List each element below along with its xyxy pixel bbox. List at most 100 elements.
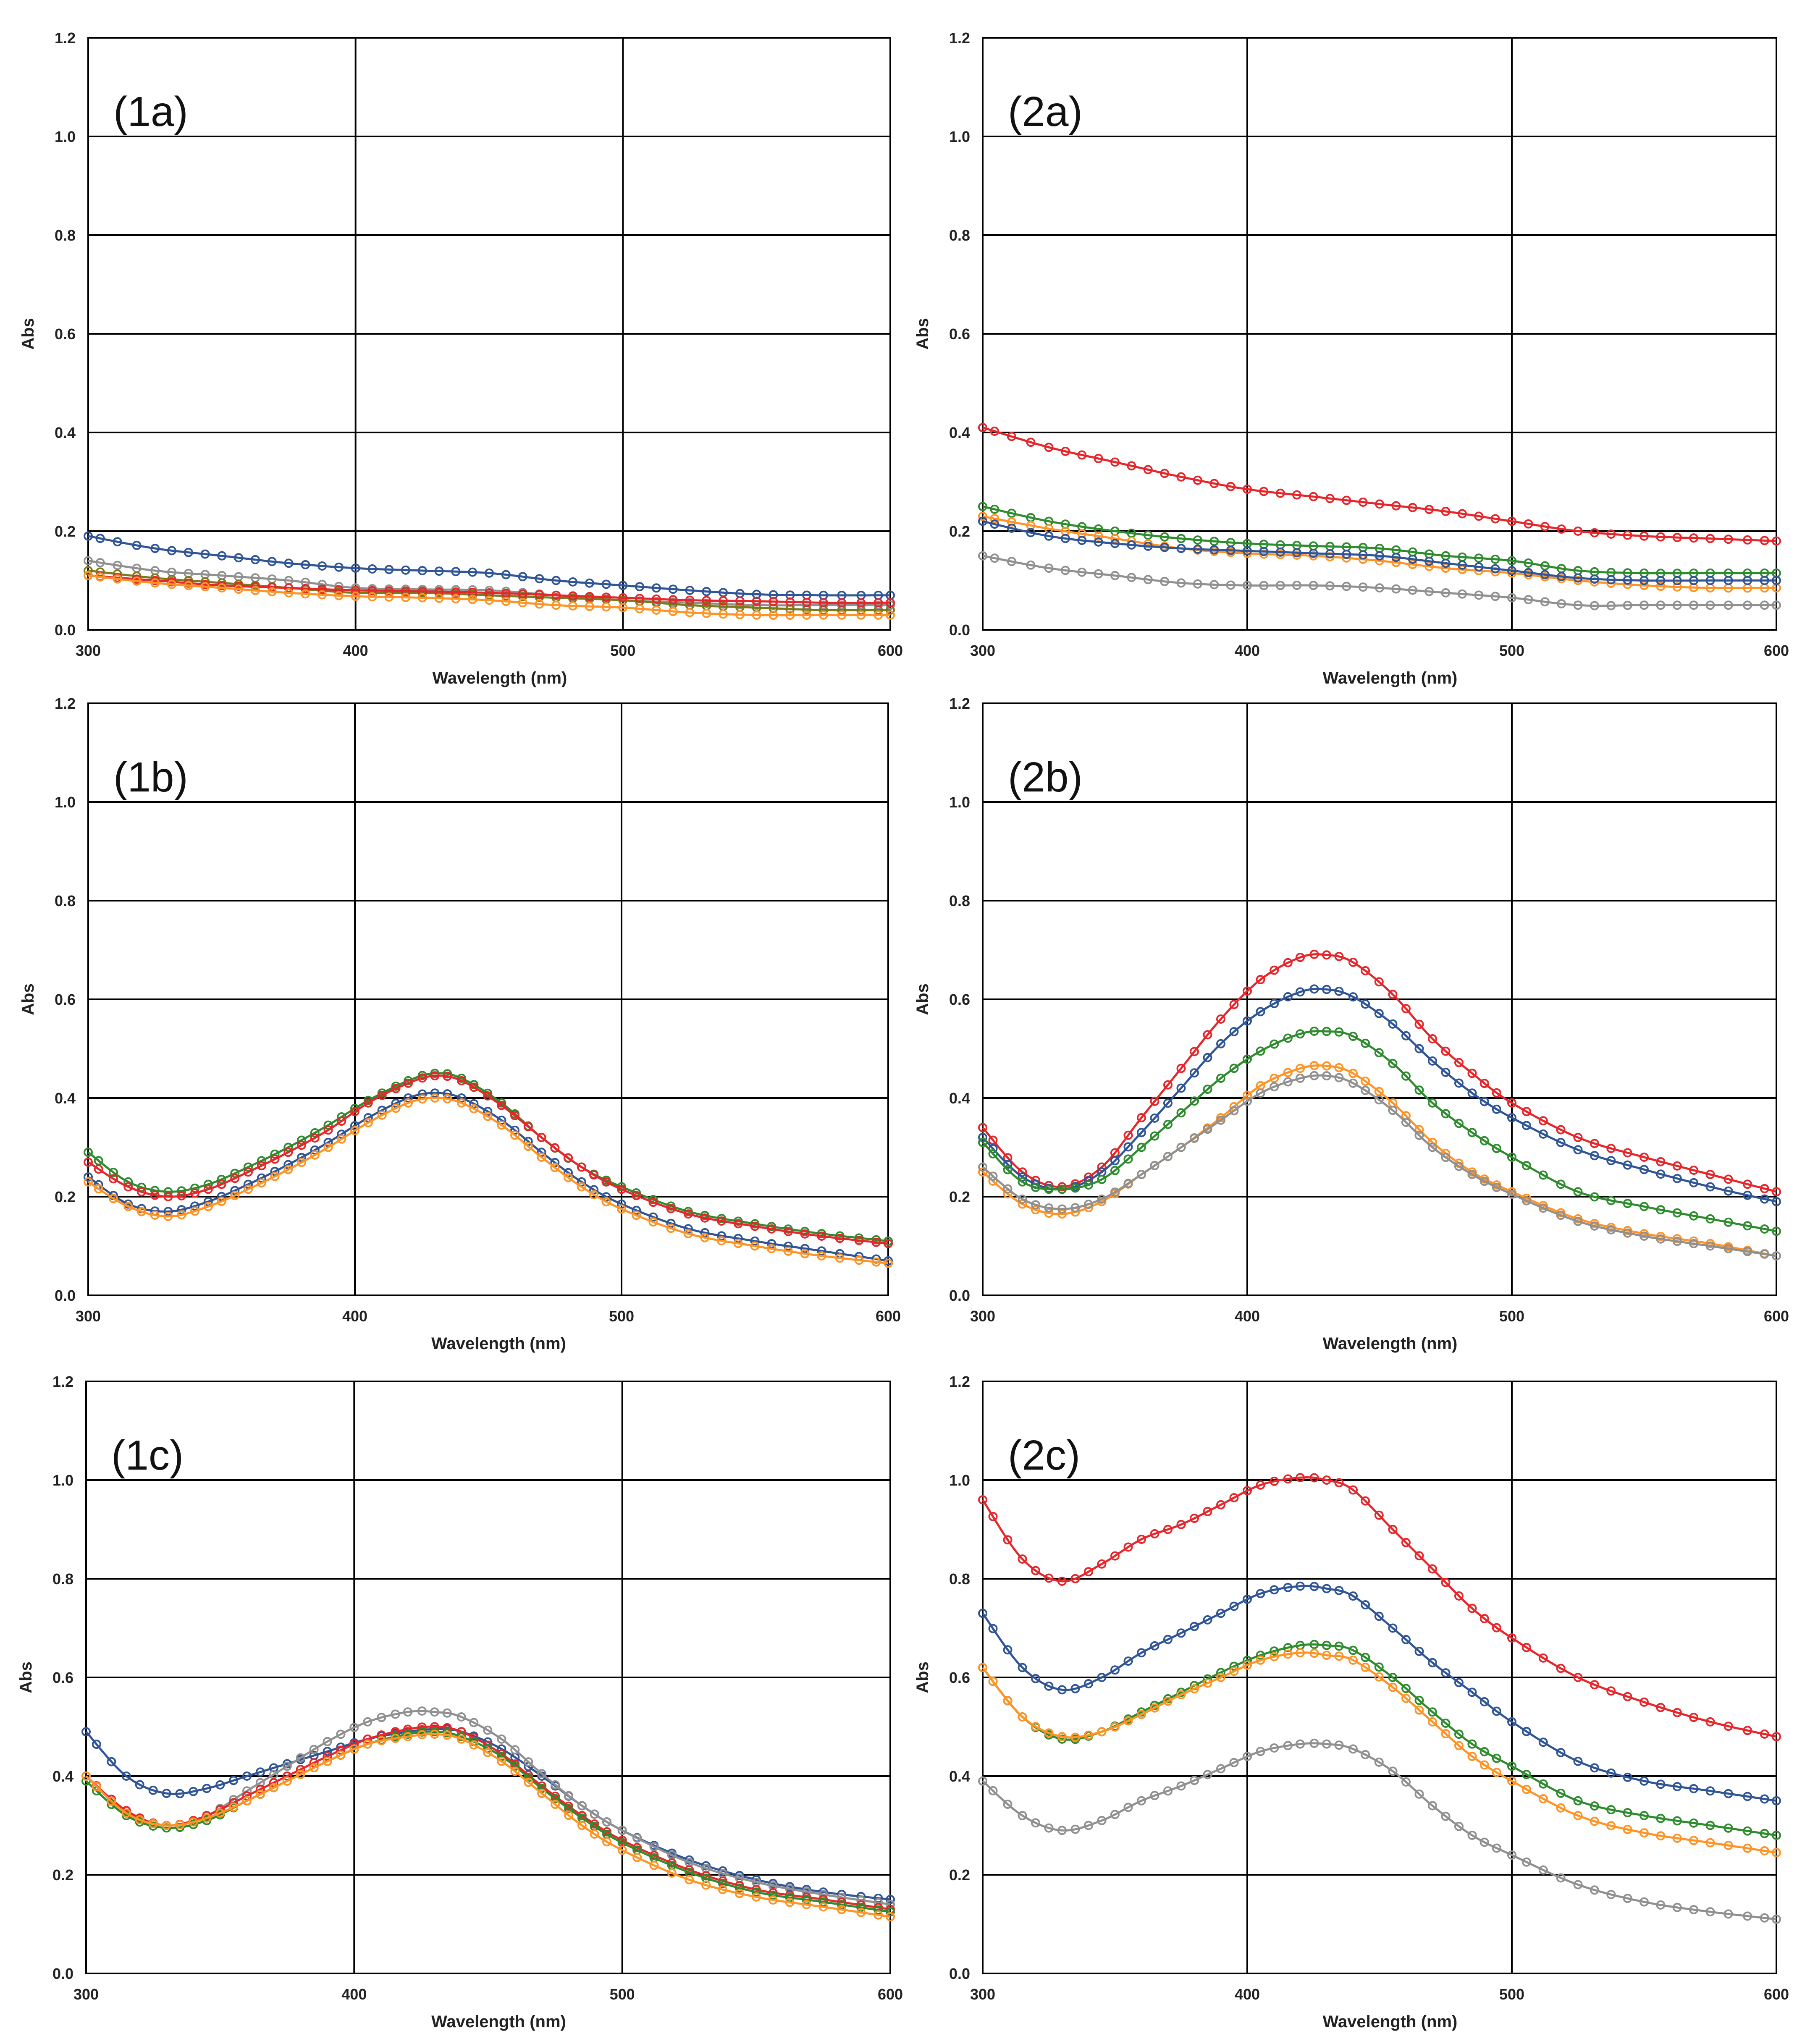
- data-point: [349, 1723, 359, 1732]
- data-point: [1348, 1078, 1358, 1088]
- data-point: [988, 1135, 998, 1145]
- data-point: [1540, 522, 1550, 531]
- data-point: [734, 1883, 744, 1893]
- data-point: [1590, 528, 1599, 537]
- data-point: [94, 1164, 103, 1174]
- data-point: [1123, 1130, 1133, 1140]
- data-point: [1760, 1224, 1769, 1234]
- data-point: [1507, 556, 1516, 566]
- data-point: [1573, 1880, 1583, 1889]
- gridlines: [982, 702, 1777, 1296]
- data-point: [1110, 457, 1120, 467]
- x-tick-label: 500: [1499, 642, 1524, 659]
- data-point: [1137, 1535, 1146, 1544]
- data-point: [1467, 1604, 1477, 1613]
- data-point: [1361, 999, 1370, 1009]
- data-point: [109, 1168, 118, 1177]
- data-point: [175, 1789, 185, 1798]
- data-point: [1672, 582, 1682, 592]
- data-point: [1325, 549, 1335, 559]
- data-point: [988, 1677, 998, 1686]
- data-point: [1137, 1143, 1146, 1152]
- data-point: [401, 586, 410, 596]
- data-point: [323, 1756, 332, 1766]
- data-point: [1270, 1082, 1279, 1092]
- y-tick-label: 0.0: [949, 621, 970, 639]
- y-tick-label: 0.6: [949, 325, 970, 343]
- data-point: [1176, 1690, 1186, 1700]
- data-point: [1322, 1061, 1331, 1071]
- data-point: [1270, 1074, 1279, 1083]
- data-point: [1229, 1661, 1239, 1671]
- x-tick-label: 400: [1235, 1308, 1260, 1325]
- y-tick-label: 1.0: [949, 794, 970, 811]
- series-line: [88, 574, 890, 604]
- data-point: [1229, 1667, 1239, 1676]
- data-point: [121, 1808, 131, 1818]
- data-point: [1623, 600, 1632, 610]
- data-point: [310, 1133, 320, 1143]
- data-point: [683, 1229, 693, 1239]
- data-point: [1243, 986, 1252, 996]
- y-axis-title: Abs: [913, 318, 932, 350]
- data-point: [1216, 1609, 1225, 1618]
- data-point: [1492, 1768, 1501, 1777]
- data-point: [84, 1148, 93, 1157]
- data-point: [109, 1194, 118, 1203]
- data-point: [203, 1184, 213, 1194]
- data-point: [1084, 1567, 1093, 1577]
- data-point: [577, 1162, 586, 1172]
- data-point: [1243, 581, 1252, 590]
- data-point: [617, 1845, 627, 1855]
- data-point: [121, 1771, 131, 1781]
- data-point: [150, 578, 160, 588]
- data-point: [1474, 590, 1484, 600]
- data-point: [1705, 600, 1715, 610]
- data-point: [1507, 1113, 1516, 1122]
- data-point: [1743, 1911, 1752, 1921]
- data-point: [1656, 1900, 1666, 1910]
- data-point: [1467, 1088, 1477, 1098]
- data-point: [284, 583, 294, 593]
- data-point: [648, 1217, 658, 1227]
- y-tick-label: 0.8: [55, 227, 76, 244]
- data-point: [244, 1167, 253, 1177]
- data-point: [92, 1782, 101, 1791]
- data-point: [1044, 443, 1054, 452]
- data-point: [1110, 571, 1120, 580]
- data-point: [1216, 1039, 1225, 1048]
- data-point: [523, 1122, 533, 1132]
- x-tick-label: 500: [609, 1308, 634, 1325]
- data-point: [1479, 1760, 1489, 1770]
- data-point: [309, 1758, 319, 1768]
- data-point: [1044, 1184, 1054, 1194]
- data-point: [1163, 1152, 1173, 1161]
- data-point: [1521, 1727, 1531, 1736]
- x-tick-label: 600: [876, 1308, 901, 1325]
- data-point: [564, 1791, 573, 1800]
- data-point: [1743, 1190, 1752, 1200]
- data-point: [1160, 577, 1170, 586]
- data-point: [1190, 1068, 1199, 1078]
- data-point: [1479, 1614, 1489, 1623]
- data-point: [190, 1201, 199, 1211]
- y-axis-title: Abs: [913, 983, 932, 1015]
- data-point: [1557, 599, 1566, 608]
- data-point: [1490, 514, 1500, 524]
- data-point: [1209, 537, 1219, 546]
- data-point: [270, 1149, 280, 1159]
- data-point: [617, 1204, 626, 1214]
- data-point: [785, 1897, 795, 1907]
- data-point: [391, 1098, 401, 1108]
- data-point: [1590, 601, 1599, 611]
- data-point: [1190, 1134, 1199, 1143]
- data-point: [377, 1713, 386, 1722]
- data-point: [702, 596, 711, 605]
- data-point: [1656, 600, 1666, 610]
- data-point: [585, 592, 594, 601]
- data-point: [568, 601, 577, 611]
- plot-frame: [87, 702, 889, 1296]
- data-point: [1454, 1678, 1464, 1688]
- data-point: [1428, 1717, 1437, 1727]
- data-point: [1203, 1053, 1212, 1062]
